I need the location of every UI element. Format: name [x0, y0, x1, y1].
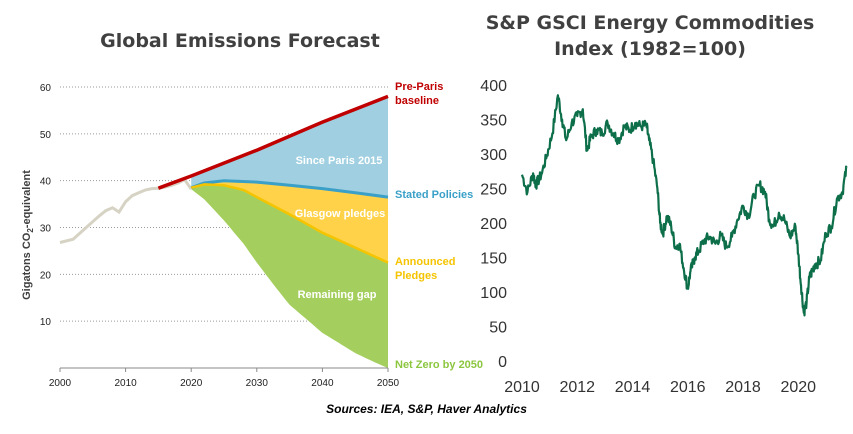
- emissions-y-tick-label: 20: [40, 270, 52, 281]
- remaining-gap-label: Remaining gap: [298, 289, 377, 301]
- gsci-y-tick-label: 250: [480, 182, 507, 199]
- emissions-y-tick-label: 50: [40, 130, 52, 141]
- gsci-x-tick-label: 2014: [615, 379, 651, 396]
- since-paris-label: Since Paris 2015: [296, 155, 383, 167]
- gsci-y-tick-label: 100: [480, 285, 507, 302]
- right-title-line1: S&P GSCI Energy Commodities: [485, 12, 815, 34]
- emissions-x-tick-label: 2030: [246, 378, 269, 389]
- gsci-y-tick-label: 50: [489, 320, 507, 337]
- emissions-x-tick-label: 2010: [114, 378, 137, 389]
- emissions-x-tick-label: 2020: [180, 378, 203, 389]
- emissions-y-tick-label: 30: [40, 224, 52, 235]
- emissions-y-axis-label: Gigatons CO2-equivalent: [21, 170, 35, 300]
- emissions-areas: [191, 96, 388, 368]
- gsci-x-tick-label: 2018: [725, 379, 761, 396]
- gsci-y-tick-label: 0: [498, 354, 507, 371]
- glasgow-pledges-area: [191, 180, 388, 263]
- announced-pledges-label: Announced Pledges: [395, 256, 456, 282]
- net-zero-label: Net Zero by 2050: [395, 359, 483, 371]
- gsci-axes: 0 50 100 150 200 250 300 350 400 2010 2012 2014 2016…: [480, 78, 816, 396]
- stated-policies-line: [190, 179, 389, 199]
- left-chart-title: Global Emissions Forecast: [100, 30, 380, 52]
- remaining-gap-area: [191, 184, 388, 368]
- right-chart-title: S&P GSCI Energy Commodities Index (1982=…: [470, 10, 830, 62]
- gsci-y-tick-label: 300: [480, 147, 507, 164]
- gsci-y-tick-label: 150: [480, 251, 507, 268]
- emissions-annotations: Pre-Paris baseline Since Paris 2015 Stated …: [295, 81, 483, 371]
- right-title-line2: Index (1982=100): [554, 38, 746, 60]
- gsci-x-tick-label: 2010: [504, 379, 540, 396]
- gsci-x-tick-label: 2016: [670, 379, 706, 396]
- announced-pledges-line: [190, 183, 389, 264]
- emissions-lines: [59, 94, 389, 264]
- since-paris-area: [191, 96, 388, 198]
- gsci-y-tick-label: 350: [480, 113, 507, 130]
- glasgow-pledges-label: Glasgow pledges: [295, 208, 385, 220]
- pre-paris-baseline-label: Pre-Paris baseline: [395, 81, 443, 107]
- gsci-x-tick-label: 2020: [780, 379, 816, 396]
- emissions-x-tick-label: 2050: [377, 378, 400, 389]
- emissions-y-tick-label: 10: [40, 317, 52, 328]
- emissions-y-tick-label: 40: [40, 177, 52, 188]
- gsci-y-tick-label: 400: [480, 78, 507, 95]
- gsci-y-tick-label: 200: [480, 216, 507, 233]
- historical-emissions-line: [59, 177, 193, 244]
- gsci-x-tick-label: 2012: [559, 379, 595, 396]
- stated-policies-label: Stated Policies: [395, 189, 473, 201]
- emissions-x-tick-label: 2000: [49, 378, 72, 389]
- gsci-energy-series-line: [520, 94, 848, 317]
- emissions-x-tick-label: 2040: [311, 378, 334, 389]
- pre-paris-baseline-line: [157, 94, 389, 190]
- emissions-y-tick-label: 60: [40, 83, 52, 94]
- sources-note: Sources: IEA, S&P, Haver Analytics: [326, 402, 527, 416]
